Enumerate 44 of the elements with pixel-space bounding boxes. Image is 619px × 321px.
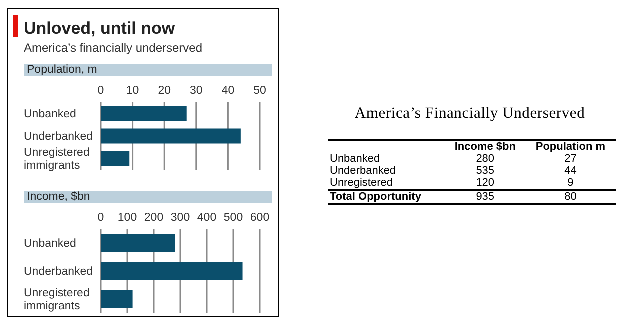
y-tick-label: Unbanked: [24, 238, 76, 250]
bar: [101, 151, 130, 166]
text: 280: [475, 153, 496, 165]
text: 9: [566, 177, 575, 190]
y-tick-label: Unbanked: [24, 108, 76, 120]
bar: [101, 234, 176, 252]
x-tick-label: 400: [197, 212, 217, 224]
text: Total Opportunity: [329, 190, 422, 204]
text: 44: [564, 165, 578, 177]
x-tick-label: 100: [118, 212, 138, 224]
chart-title: Unloved, until now: [24, 19, 176, 39]
x-axis-title: Population, m: [24, 64, 272, 76]
chart-subtitle: America’s financially underserved: [24, 41, 204, 55]
text: Population m: [534, 140, 607, 153]
x-axis-title: Income, $bn: [24, 191, 272, 203]
x-tick-label: 500: [224, 212, 244, 224]
x-tick-label: 200: [144, 212, 164, 224]
x-tick-label: 600: [250, 212, 270, 224]
bar: [101, 290, 133, 308]
text: 27: [564, 153, 578, 165]
text: Unbanked: [329, 153, 382, 165]
y-tick-label: Underbanked: [24, 266, 94, 278]
text: 535: [475, 165, 496, 177]
text: Unregistered: [329, 177, 394, 190]
x-tick-label: 0: [98, 212, 104, 224]
text: America’s Financially Underserved: [354, 105, 586, 123]
x-tick-label: 40: [222, 85, 235, 97]
x-tick-label: 50: [254, 85, 266, 97]
text: 120: [475, 177, 496, 190]
text: 80: [564, 190, 578, 204]
x-tick-label: 30: [190, 85, 203, 97]
bar: [101, 128, 241, 144]
x-tick-label: 300: [170, 212, 190, 224]
y-tick-label: Unregistered immigrants: [24, 147, 90, 172]
y-tick-label: Unregistered immigrants: [24, 288, 90, 312]
x-tick-label: 0: [98, 85, 104, 97]
y-tick-label: Underbanked: [24, 131, 94, 143]
bar: [101, 262, 243, 280]
text: 935: [475, 190, 496, 204]
bar: [101, 106, 187, 122]
x-tick-label: 10: [126, 85, 140, 97]
x-tick-label: 20: [158, 85, 171, 97]
text: Underbanked: [329, 165, 398, 177]
text: Income $bn: [454, 140, 517, 153]
